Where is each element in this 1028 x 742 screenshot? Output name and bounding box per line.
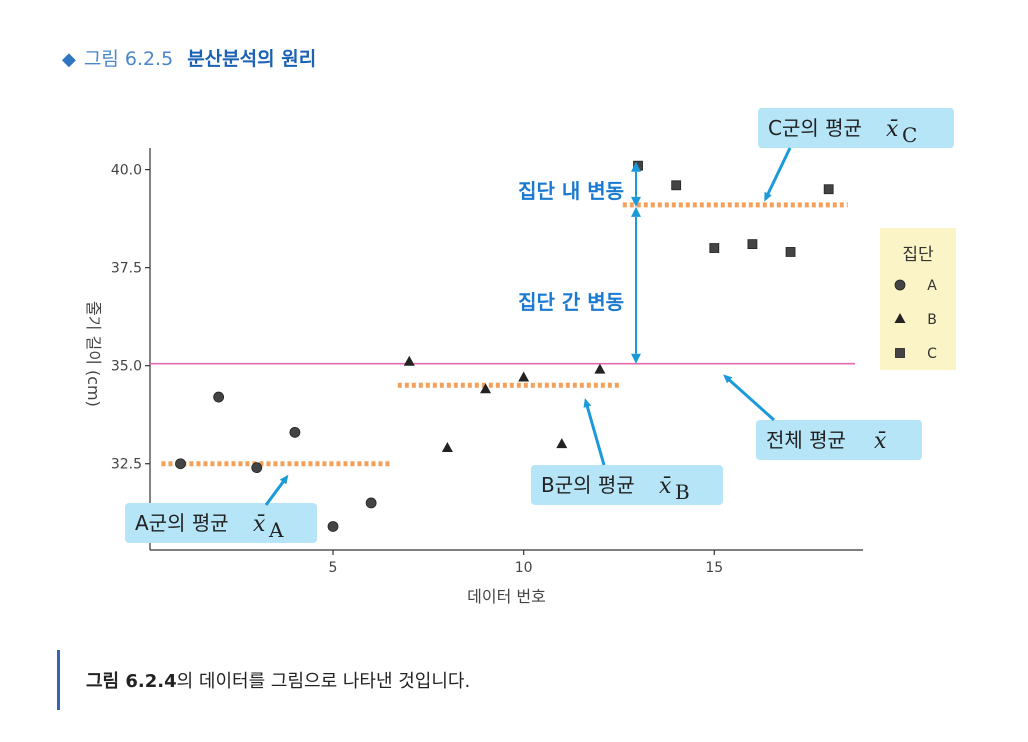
- data-point-c: [747, 239, 758, 250]
- x-tick-label: 5: [329, 560, 338, 576]
- between-variation-label: 집단 간 변동: [518, 290, 624, 314]
- y-tick-label: 37.5: [111, 261, 142, 277]
- y-axis-title: 줄기 길이 (cm): [84, 301, 103, 407]
- callout-mean-c-symbol: x̄: [886, 117, 899, 142]
- y-tick-label: 35.0: [111, 359, 142, 375]
- callout-mean-b-label: B군의 평균: [541, 473, 635, 497]
- legend-marker-c: [895, 348, 905, 358]
- legend: 집단 A B C: [880, 228, 956, 370]
- diamond-icon: ◆: [62, 49, 76, 70]
- legend-title: 집단: [902, 245, 934, 265]
- callout-mean-a: A군의 평균 x̄ A: [125, 474, 317, 543]
- y-tick-label: 40.0: [111, 163, 142, 179]
- callout-mean-a-arrow: [264, 474, 289, 506]
- figure-caption: 그림 6.2.4의 데이터를 그림으로 나타낸 것입니다.: [57, 650, 470, 710]
- data-point-c: [785, 247, 796, 257]
- x-tick-label: 15: [705, 560, 723, 576]
- callout-mean-a-box: [125, 503, 317, 543]
- data-point-b: [441, 442, 453, 453]
- caption-text: 의 데이터를 그림으로 나타낸 것입니다.: [176, 671, 471, 692]
- callout-overall-box: [756, 420, 922, 460]
- data-point-a: [289, 426, 301, 438]
- data-point-a: [365, 497, 377, 509]
- legend-label-c: C: [927, 346, 937, 362]
- x-axis-title: 데이터 번호: [467, 587, 546, 606]
- data-point-c: [709, 243, 720, 253]
- callout-overall: 전체 평균 x̄: [723, 374, 922, 460]
- callout-mean-b-symbol: x̄: [659, 474, 672, 499]
- callout-mean-c-arrow: [764, 147, 792, 202]
- legend-label-b: B: [927, 312, 937, 328]
- callout-mean-c: C군의 평균 x̄ C: [758, 108, 954, 202]
- callout-mean-a-subscript: A: [268, 518, 284, 542]
- axes: 32.5 35.0 37.5 40.0 5 10 15 데이터 번호 줄기 길이 (cm): [84, 148, 863, 606]
- legend-box: [880, 228, 956, 370]
- figure-name: 분산분석의 원리: [187, 48, 317, 70]
- x-tick-label: 10: [515, 560, 533, 576]
- mean-lines: [150, 202, 855, 467]
- data-points: [175, 160, 834, 532]
- legend-marker-a: [894, 279, 906, 291]
- callout-mean-c-box: [758, 108, 954, 148]
- callout-mean-b-arrow: [583, 398, 606, 466]
- y-tick-label: 32.5: [111, 457, 142, 473]
- callout-mean-c-label: C군의 평균: [768, 116, 862, 140]
- data-point-a: [327, 521, 339, 532]
- data-point-c: [671, 180, 682, 191]
- callout-overall-arrow: [723, 374, 776, 422]
- callout-mean-b-subscript: B: [675, 480, 690, 504]
- callout-mean-a-label: A군의 평균: [135, 511, 229, 535]
- data-point-a: [251, 462, 263, 474]
- legend-marker-b: [894, 313, 906, 323]
- callout-mean-b-box: [531, 465, 723, 505]
- between-variation-arrow-head-bottom: [631, 353, 641, 364]
- data-point-b: [556, 438, 568, 449]
- figure-number: 그림 6.2.5: [83, 48, 174, 70]
- callout-mean-b: B군의 평균 x̄ B: [531, 398, 723, 505]
- legend-label-a: A: [927, 278, 937, 294]
- callout-mean-c-subscript: C: [902, 123, 917, 147]
- data-point-b: [480, 383, 492, 394]
- data-point-a: [175, 458, 186, 470]
- data-point-b: [594, 363, 606, 374]
- data-point-b: [403, 355, 415, 366]
- within-variation-arrow-head-bottom: [631, 196, 641, 207]
- caption-ref: 그림 6.2.4: [86, 671, 177, 692]
- data-point-b: [518, 371, 530, 382]
- data-point-a: [213, 391, 225, 403]
- within-variation-label: 집단 내 변동: [518, 179, 624, 203]
- figure-title: ◆ 그림 6.2.5 분산분석의 원리: [62, 44, 316, 71]
- between-variation-arrow-head-top: [631, 206, 641, 217]
- callout-overall-symbol: x̄: [874, 429, 887, 454]
- callout-overall-label: 전체 평균: [766, 428, 846, 452]
- within-variation-arrow-head-top: [631, 161, 641, 172]
- callout-mean-a-symbol: x̄: [253, 512, 266, 537]
- data-point-c: [823, 184, 834, 195]
